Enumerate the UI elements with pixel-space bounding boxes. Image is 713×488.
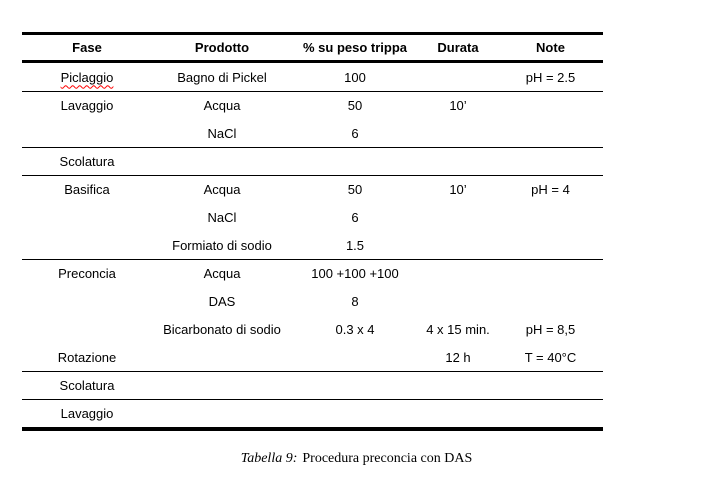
cell-durata: 10’ [449,98,467,113]
cell-fase: Lavaggio [60,98,114,113]
cell-fase: Lavaggio [60,406,114,421]
table-row: Piclaggio Bagno di Pickel 100 pH = 2.5 [22,63,603,91]
cell-note: pH = 2.5 [525,69,576,85]
cell-prodotto: Acqua [203,266,241,281]
cell-peso: 0.3 x 4 [335,321,375,337]
cell-peso: 6 [351,125,359,141]
cell-durata: 10’ [449,182,467,197]
cell-note: T = 40°C [524,349,577,365]
table-row: NaCl 6 [22,203,603,231]
cell-peso: 8 [351,293,359,309]
table-row: NaCl 6 [22,119,603,147]
cell-peso: 100 +100 +100 [311,266,399,281]
table-row: Preconcia Acqua 100 +100 +100 [22,259,603,287]
cell-note: pH = 8,5 [525,321,576,337]
cell-peso: 50 [347,98,363,113]
cell-durata: 12 h [445,349,471,365]
cell-fase: Scolatura [59,378,115,393]
procedure-table: Fase Prodotto % su peso trippa Durata No… [22,32,603,431]
cell-prodotto: Bagno di Pickel [177,69,267,85]
table-row: Scolatura [22,147,603,175]
cell-prodotto: Acqua [203,182,241,197]
table-row: Basifica Acqua 50 10’ pH = 4 [22,175,603,203]
table-row: Formiato di sodio 1.5 [22,231,603,259]
table-caption-text: Procedura preconcia con DAS [302,451,473,466]
cell-prodotto: NaCl [207,209,237,225]
cell-prodotto: Formiato di sodio [172,237,272,253]
cell-fase: Piclaggio [60,69,114,85]
table-row: Bicarbonato di sodio 0.3 x 4 4 x 15 min.… [22,315,603,343]
column-header-note: Note [536,40,565,55]
table-row: Lavaggio [22,399,603,427]
cell-fase: Rotazione [57,349,117,365]
table-caption: Tabella 9: Procedura preconcia con DAS [0,451,713,467]
column-header-durata: Durata [437,40,479,55]
column-header-peso: % su peso trippa [302,40,408,55]
cell-durata: 4 x 15 min. [426,321,490,337]
column-header-prodotto: Prodotto [194,40,250,55]
cell-fase: Basifica [64,182,110,197]
table-caption-label: Tabella 9: [240,451,298,466]
column-header-fase: Fase [72,40,102,55]
cell-prodotto: DAS [208,293,236,309]
table-row: DAS 8 [22,287,603,315]
table-row: Lavaggio Acqua 50 10’ [22,91,603,119]
cell-peso: 6 [351,209,359,225]
cell-peso: 1.5 [345,237,365,253]
cell-prodotto: Bicarbonato di sodio [163,321,281,337]
cell-note: pH = 4 [531,182,570,197]
cell-peso: 100 [344,69,366,85]
cell-prodotto: NaCl [207,125,237,141]
cell-fase: Scolatura [59,154,115,169]
table-header-row: Fase Prodotto % su peso trippa Durata No… [22,35,603,63]
cell-fase: Preconcia [58,266,116,281]
table-row: Scolatura [22,371,603,399]
table-row: Rotazione 12 h T = 40°C [22,343,603,371]
cell-prodotto: Acqua [203,98,241,113]
cell-peso: 50 [347,182,363,197]
